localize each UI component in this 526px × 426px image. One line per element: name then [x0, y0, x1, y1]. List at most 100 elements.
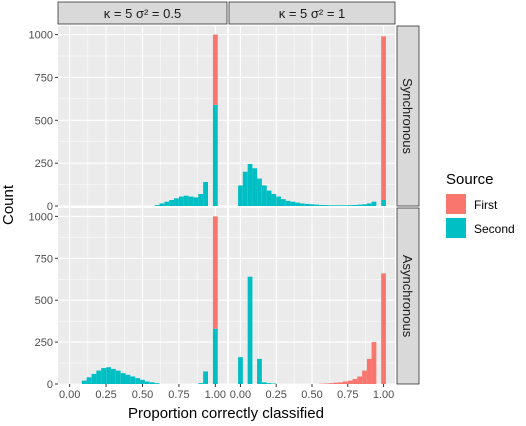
bar-second	[120, 373, 126, 384]
bar-second	[106, 367, 111, 384]
bar-first	[357, 376, 363, 384]
bar-first	[323, 383, 329, 384]
bar-second	[247, 164, 253, 206]
legend-title: Source	[446, 171, 494, 188]
x-tick-label: 0.00	[59, 389, 80, 401]
bar-second	[285, 200, 291, 206]
panel-2-2	[229, 208, 395, 385]
bar-second	[266, 383, 272, 384]
legend: Source First Second	[446, 171, 515, 238]
bar-second	[271, 383, 277, 384]
bar-second	[91, 373, 97, 384]
bar-second	[115, 370, 121, 384]
bar-second	[261, 185, 267, 206]
bar-second	[276, 196, 282, 206]
x-tick-label: 0.50	[301, 389, 322, 401]
bar-first	[381, 273, 386, 384]
x-tick-label: 0.25	[95, 389, 116, 401]
y-tick-label: 500	[35, 295, 53, 307]
bar-second	[257, 178, 262, 206]
bar-second	[319, 204, 324, 206]
bar-second	[183, 195, 189, 206]
bar-second	[135, 378, 141, 384]
y-tick-label: 250	[35, 337, 53, 349]
bar-second	[295, 202, 301, 206]
bar-second	[314, 204, 320, 206]
bar-second	[266, 190, 272, 206]
bar-second	[86, 377, 92, 384]
bar-second	[203, 182, 209, 206]
chart-panels	[58, 26, 395, 385]
column-strip-label-2: κ = 5 σ² = 1	[279, 6, 346, 21]
bar-second	[328, 205, 334, 206]
bar-second	[130, 376, 136, 384]
x-tick-label: 0.25	[266, 389, 287, 401]
bar-second	[193, 197, 199, 206]
panel-2-1	[58, 208, 227, 385]
y-tick-label: 750	[35, 253, 53, 265]
bar-first	[333, 382, 339, 384]
bar-second	[347, 205, 353, 206]
bar-second	[381, 200, 386, 206]
y-tick-label: 500	[35, 115, 53, 127]
bar-first	[342, 381, 348, 384]
x-tick-label: 1.00	[205, 389, 226, 401]
panel-1-1	[58, 26, 227, 207]
bar-second	[366, 203, 372, 206]
y-tick-label: 250	[35, 158, 53, 170]
row-strip-1	[396, 25, 420, 207]
bar-second	[290, 201, 296, 206]
panel-1-2	[229, 26, 395, 207]
bar-second	[242, 171, 248, 206]
bar-second	[203, 371, 209, 384]
bar-second	[174, 198, 179, 206]
x-tick-label: 0.75	[337, 389, 358, 401]
bar-second	[323, 205, 329, 206]
y-tick-label: 1000	[29, 211, 53, 223]
bar-second	[300, 203, 305, 206]
column-strip-1	[57, 1, 228, 25]
bar-second	[371, 201, 377, 206]
row-strip-2	[396, 207, 420, 385]
bar-second	[198, 194, 204, 206]
bar-second	[188, 196, 194, 206]
bar-first	[328, 383, 334, 384]
column-strip-label-1: κ = 5 σ² = 0.5	[104, 6, 181, 21]
bar-second	[261, 382, 267, 384]
row-strip-label-2: Asynchronous	[400, 255, 415, 338]
column-strip-2	[228, 1, 396, 25]
bar-second	[110, 368, 116, 384]
bar-second	[280, 199, 286, 206]
bar-second	[178, 196, 184, 206]
bar-second	[149, 382, 155, 384]
bar-second	[125, 374, 131, 384]
bar-first	[338, 382, 344, 384]
bar-second	[338, 205, 344, 206]
x-axis-title: Proportion correctly classified	[128, 405, 324, 422]
bar-second	[247, 276, 253, 384]
bar-second	[342, 205, 348, 206]
row-strip-label-1: Synchronous	[400, 78, 415, 154]
bar-second	[252, 168, 258, 206]
bar-first	[212, 216, 218, 329]
y-tick-label: 750	[35, 72, 53, 84]
legend-label-first: First	[474, 198, 498, 212]
bar-second	[238, 357, 243, 384]
y-tick-label: 0	[47, 379, 53, 391]
x-tick-label: 1.00	[373, 389, 394, 401]
bar-first	[381, 36, 386, 201]
bar-second	[101, 368, 107, 384]
bar-second	[159, 203, 165, 206]
bar-first	[366, 358, 372, 384]
y-tick-label: 1000	[29, 30, 53, 42]
legend-swatch-first	[446, 194, 466, 214]
legend-swatch-second	[446, 218, 466, 238]
x-tick-label: 0.50	[132, 389, 153, 401]
bar-first	[352, 378, 358, 384]
bar-first	[347, 380, 353, 384]
bar-second	[212, 328, 218, 384]
bar-second	[140, 379, 145, 384]
bar-second	[271, 194, 277, 206]
x-tick-label: 0.00	[230, 389, 251, 401]
